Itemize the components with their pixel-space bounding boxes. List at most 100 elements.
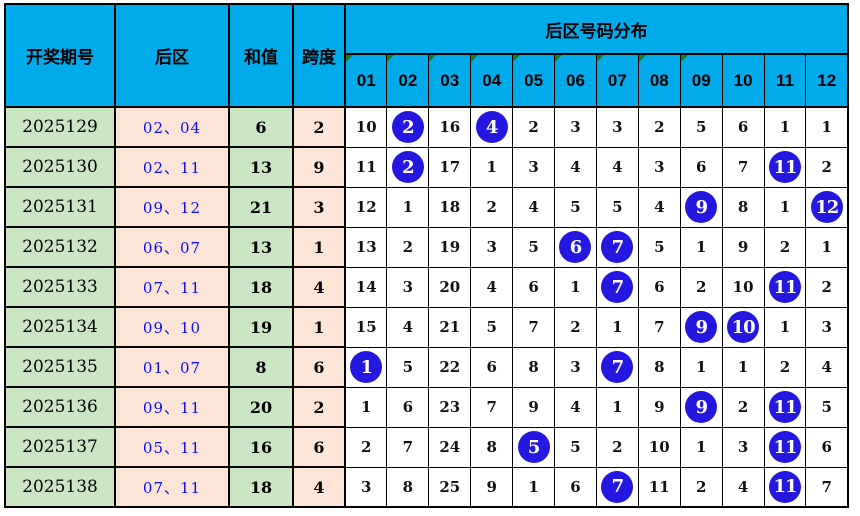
cell-sum: 18	[228, 466, 294, 508]
cell-back-zone: 09、10	[114, 306, 230, 348]
cell-sum: 21	[228, 186, 294, 228]
cell-dist-07: 7	[595, 346, 639, 388]
cell-dist-05: 1	[512, 466, 556, 508]
cell-back-zone: 09、11	[114, 386, 230, 428]
cell-dist-10: 3	[721, 426, 765, 468]
cell-dist-07: 7	[595, 226, 639, 268]
cell-dist-11: 1	[763, 106, 807, 148]
cell-dist-12: 5	[805, 386, 849, 428]
table-body: 2025129 02、04 6 2 10 2 16 4 2 3 3 2 5 6 1 1 2025130 02、11…	[4, 106, 849, 508]
cell-span: 6	[292, 346, 346, 388]
cell-dist-08: 6	[637, 266, 681, 308]
cell-period: 2025137	[4, 426, 116, 468]
cell-period: 2025129	[4, 106, 116, 148]
cell-dist-01: 11	[344, 146, 388, 188]
cell-dist-02: 2	[386, 146, 430, 188]
drawn-number-ball: 9	[685, 311, 718, 343]
cell-span: 6	[292, 426, 346, 468]
cell-dist-01: 3	[344, 466, 388, 508]
header-number-03: 03	[428, 53, 472, 108]
cell-span: 4	[292, 466, 346, 508]
cell-sum: 8	[228, 346, 294, 388]
header-number-11: 11	[763, 53, 807, 108]
cell-sum: 13	[228, 226, 294, 268]
drawn-number-ball: 7	[601, 351, 634, 383]
table-row: 2025133 07、11 18 4 14 3 20 4 6 1 7 6 2 10 11 2	[4, 266, 849, 308]
cell-period: 2025138	[4, 466, 116, 508]
cell-dist-02: 2	[386, 106, 430, 148]
cell-dist-03: 18	[428, 186, 472, 228]
cell-back-zone: 09、12	[114, 186, 230, 228]
drawn-number-ball: 7	[601, 470, 634, 503]
header-span: 跨度	[292, 3, 346, 108]
cell-dist-12: 1	[805, 106, 849, 148]
cell-dist-08: 3	[637, 146, 681, 188]
header-number-07: 07	[595, 53, 639, 108]
cell-back-zone: 02、11	[114, 146, 230, 188]
cell-dist-03: 24	[428, 426, 472, 468]
cell-span: 1	[292, 226, 346, 268]
cell-dist-03: 25	[428, 466, 472, 508]
cell-dist-12: 2	[805, 146, 849, 188]
cell-dist-04: 5	[470, 306, 514, 348]
cell-dist-10: 6	[721, 106, 765, 148]
drawn-number-ball: 2	[391, 151, 424, 183]
header-period: 开奖期号	[4, 3, 116, 108]
cell-dist-06: 4	[554, 386, 597, 428]
drawn-number-ball: 10	[727, 311, 760, 343]
cell-period: 2025134	[4, 306, 116, 348]
cell-dist-01: 1	[344, 346, 388, 388]
cell-dist-07: 3	[595, 106, 639, 148]
cell-dist-06: 5	[554, 426, 597, 468]
cell-dist-05: 7	[512, 306, 556, 348]
header-number-02: 02	[386, 53, 430, 108]
cell-dist-06: 4	[554, 146, 597, 188]
cell-dist-09: 9	[679, 306, 723, 348]
table-row: 2025136 09、11 20 2 1 6 23 7 9 4 1 9 9 2 11 5	[4, 386, 849, 428]
cell-span: 2	[292, 106, 346, 148]
cell-dist-01: 10	[344, 106, 388, 148]
cell-dist-02: 8	[386, 466, 430, 508]
cell-dist-08: 4	[637, 186, 681, 228]
cell-span: 2	[292, 386, 346, 428]
cell-dist-01: 2	[344, 426, 388, 468]
cell-dist-10: 10	[721, 306, 765, 348]
cell-dist-02: 4	[386, 306, 430, 348]
cell-dist-02: 5	[386, 346, 430, 388]
drawn-number-ball: 11	[769, 391, 802, 423]
cell-dist-08: 8	[637, 346, 681, 388]
cell-dist-07: 2	[595, 426, 639, 468]
cell-dist-02: 3	[386, 266, 430, 308]
cell-span: 1	[292, 306, 346, 348]
cell-dist-04: 4	[470, 106, 514, 148]
cell-dist-01: 1	[344, 386, 388, 428]
drawn-number-ball: 12	[810, 191, 843, 223]
cell-dist-12: 7	[805, 466, 849, 508]
cell-period: 2025130	[4, 146, 116, 188]
cell-dist-09: 5	[679, 106, 723, 148]
cell-dist-04: 1	[470, 146, 514, 188]
cell-dist-05: 3	[512, 146, 556, 188]
cell-dist-05: 5	[512, 426, 556, 468]
cell-dist-09: 2	[679, 466, 723, 508]
cell-sum: 20	[228, 386, 294, 428]
drawn-number-ball: 11	[769, 431, 802, 463]
header-number-10: 10	[721, 53, 765, 108]
cell-dist-08: 7	[637, 306, 681, 348]
cell-dist-11: 11	[763, 386, 807, 428]
cell-span: 3	[292, 186, 346, 228]
drawn-number-ball: 11	[769, 271, 802, 303]
header-number-08: 08	[637, 53, 681, 108]
cell-dist-07: 5	[595, 186, 639, 228]
cell-sum: 18	[228, 266, 294, 308]
cell-dist-11: 11	[763, 266, 807, 308]
header-distribution-title: 后区号码分布	[344, 3, 849, 55]
cell-dist-01: 13	[344, 226, 388, 268]
cell-dist-05: 2	[512, 106, 556, 148]
cell-dist-10: 9	[721, 226, 765, 268]
cell-dist-05: 9	[512, 386, 556, 428]
table-row: 2025131 09、12 21 3 12 1 18 2 4 5 5 4 9 8 1 12	[4, 186, 849, 228]
cell-dist-06: 2	[554, 306, 597, 348]
header-number-12: 12	[805, 53, 849, 108]
drawn-number-ball: 11	[769, 470, 802, 503]
